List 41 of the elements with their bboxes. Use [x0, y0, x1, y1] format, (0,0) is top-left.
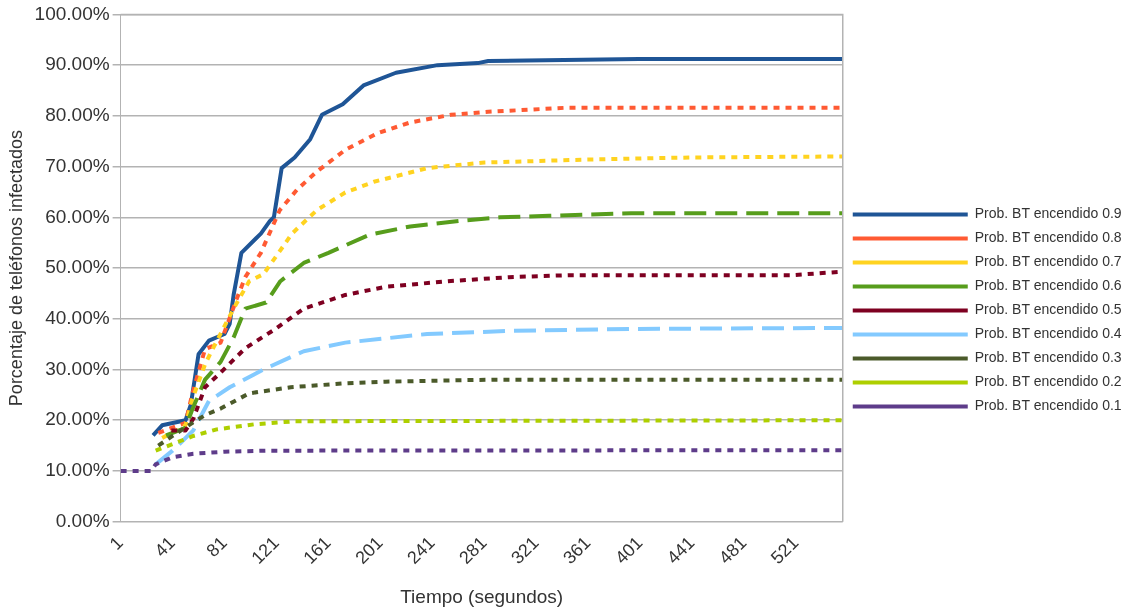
y-tick-label: 20.00% [45, 408, 110, 430]
text: Prob. BT encendido 0.7 [974, 253, 1122, 270]
text: Prob. BT encendido 0.9 [974, 205, 1122, 222]
line-series [156, 377, 843, 448]
x-tick-label: 41 [150, 532, 179, 561]
x-tick-label: 441 [663, 532, 699, 568]
text: Prob. BT encendido 0.2 [974, 373, 1122, 390]
y-tick-label: 10.00% [45, 459, 110, 481]
line-series [153, 418, 843, 453]
x-tick-label: 1 [105, 532, 127, 554]
x-tick-label: 481 [714, 532, 751, 568]
x-axis-title: Tiempo (segundos) [400, 585, 564, 607]
line-series [153, 325, 843, 467]
y-tick-label: 80.00% [45, 104, 110, 126]
y-tick-label: 70.00% [45, 154, 110, 176]
x-tick-label: 121 [247, 532, 283, 568]
x-tick-label: 161 [299, 532, 335, 568]
y-tick-label: 50.00% [45, 256, 110, 278]
line-series [160, 154, 843, 440]
y-tick-label: 90.00% [45, 53, 110, 75]
x-tick-label: 401 [611, 532, 647, 568]
x-tick-label: 281 [455, 532, 491, 568]
x-tick-label: 241 [403, 532, 439, 568]
y-tick-label: 30.00% [45, 357, 110, 379]
x-tick-label: 321 [507, 532, 543, 568]
text: Prob. BT encendido 0.3 [974, 349, 1122, 366]
x-tick-label: 521 [766, 532, 803, 568]
text: Prob. BT encendido 0.5 [974, 301, 1122, 318]
y-tick-label: 100.00% [34, 2, 110, 24]
y-tick-label: 0.00% [55, 509, 110, 531]
y-tick-label: 60.00% [45, 205, 110, 227]
x-tick-label: 81 [202, 532, 231, 561]
text: Prob. BT encendido 0.4 [974, 325, 1122, 342]
text: Prob. BT encendido 0.6 [974, 277, 1122, 294]
line-series [164, 211, 843, 438]
text: Prob. BT encendido 0.8 [974, 229, 1122, 246]
y-axis-title: Porcentaje de teléfonos infectados [5, 129, 26, 407]
y-tick-label: 40.00% [45, 307, 110, 329]
x-tick-label: 201 [351, 532, 387, 568]
text: Prob. BT encendido 0.1 [974, 397, 1122, 414]
x-tick-label: 361 [559, 532, 595, 568]
